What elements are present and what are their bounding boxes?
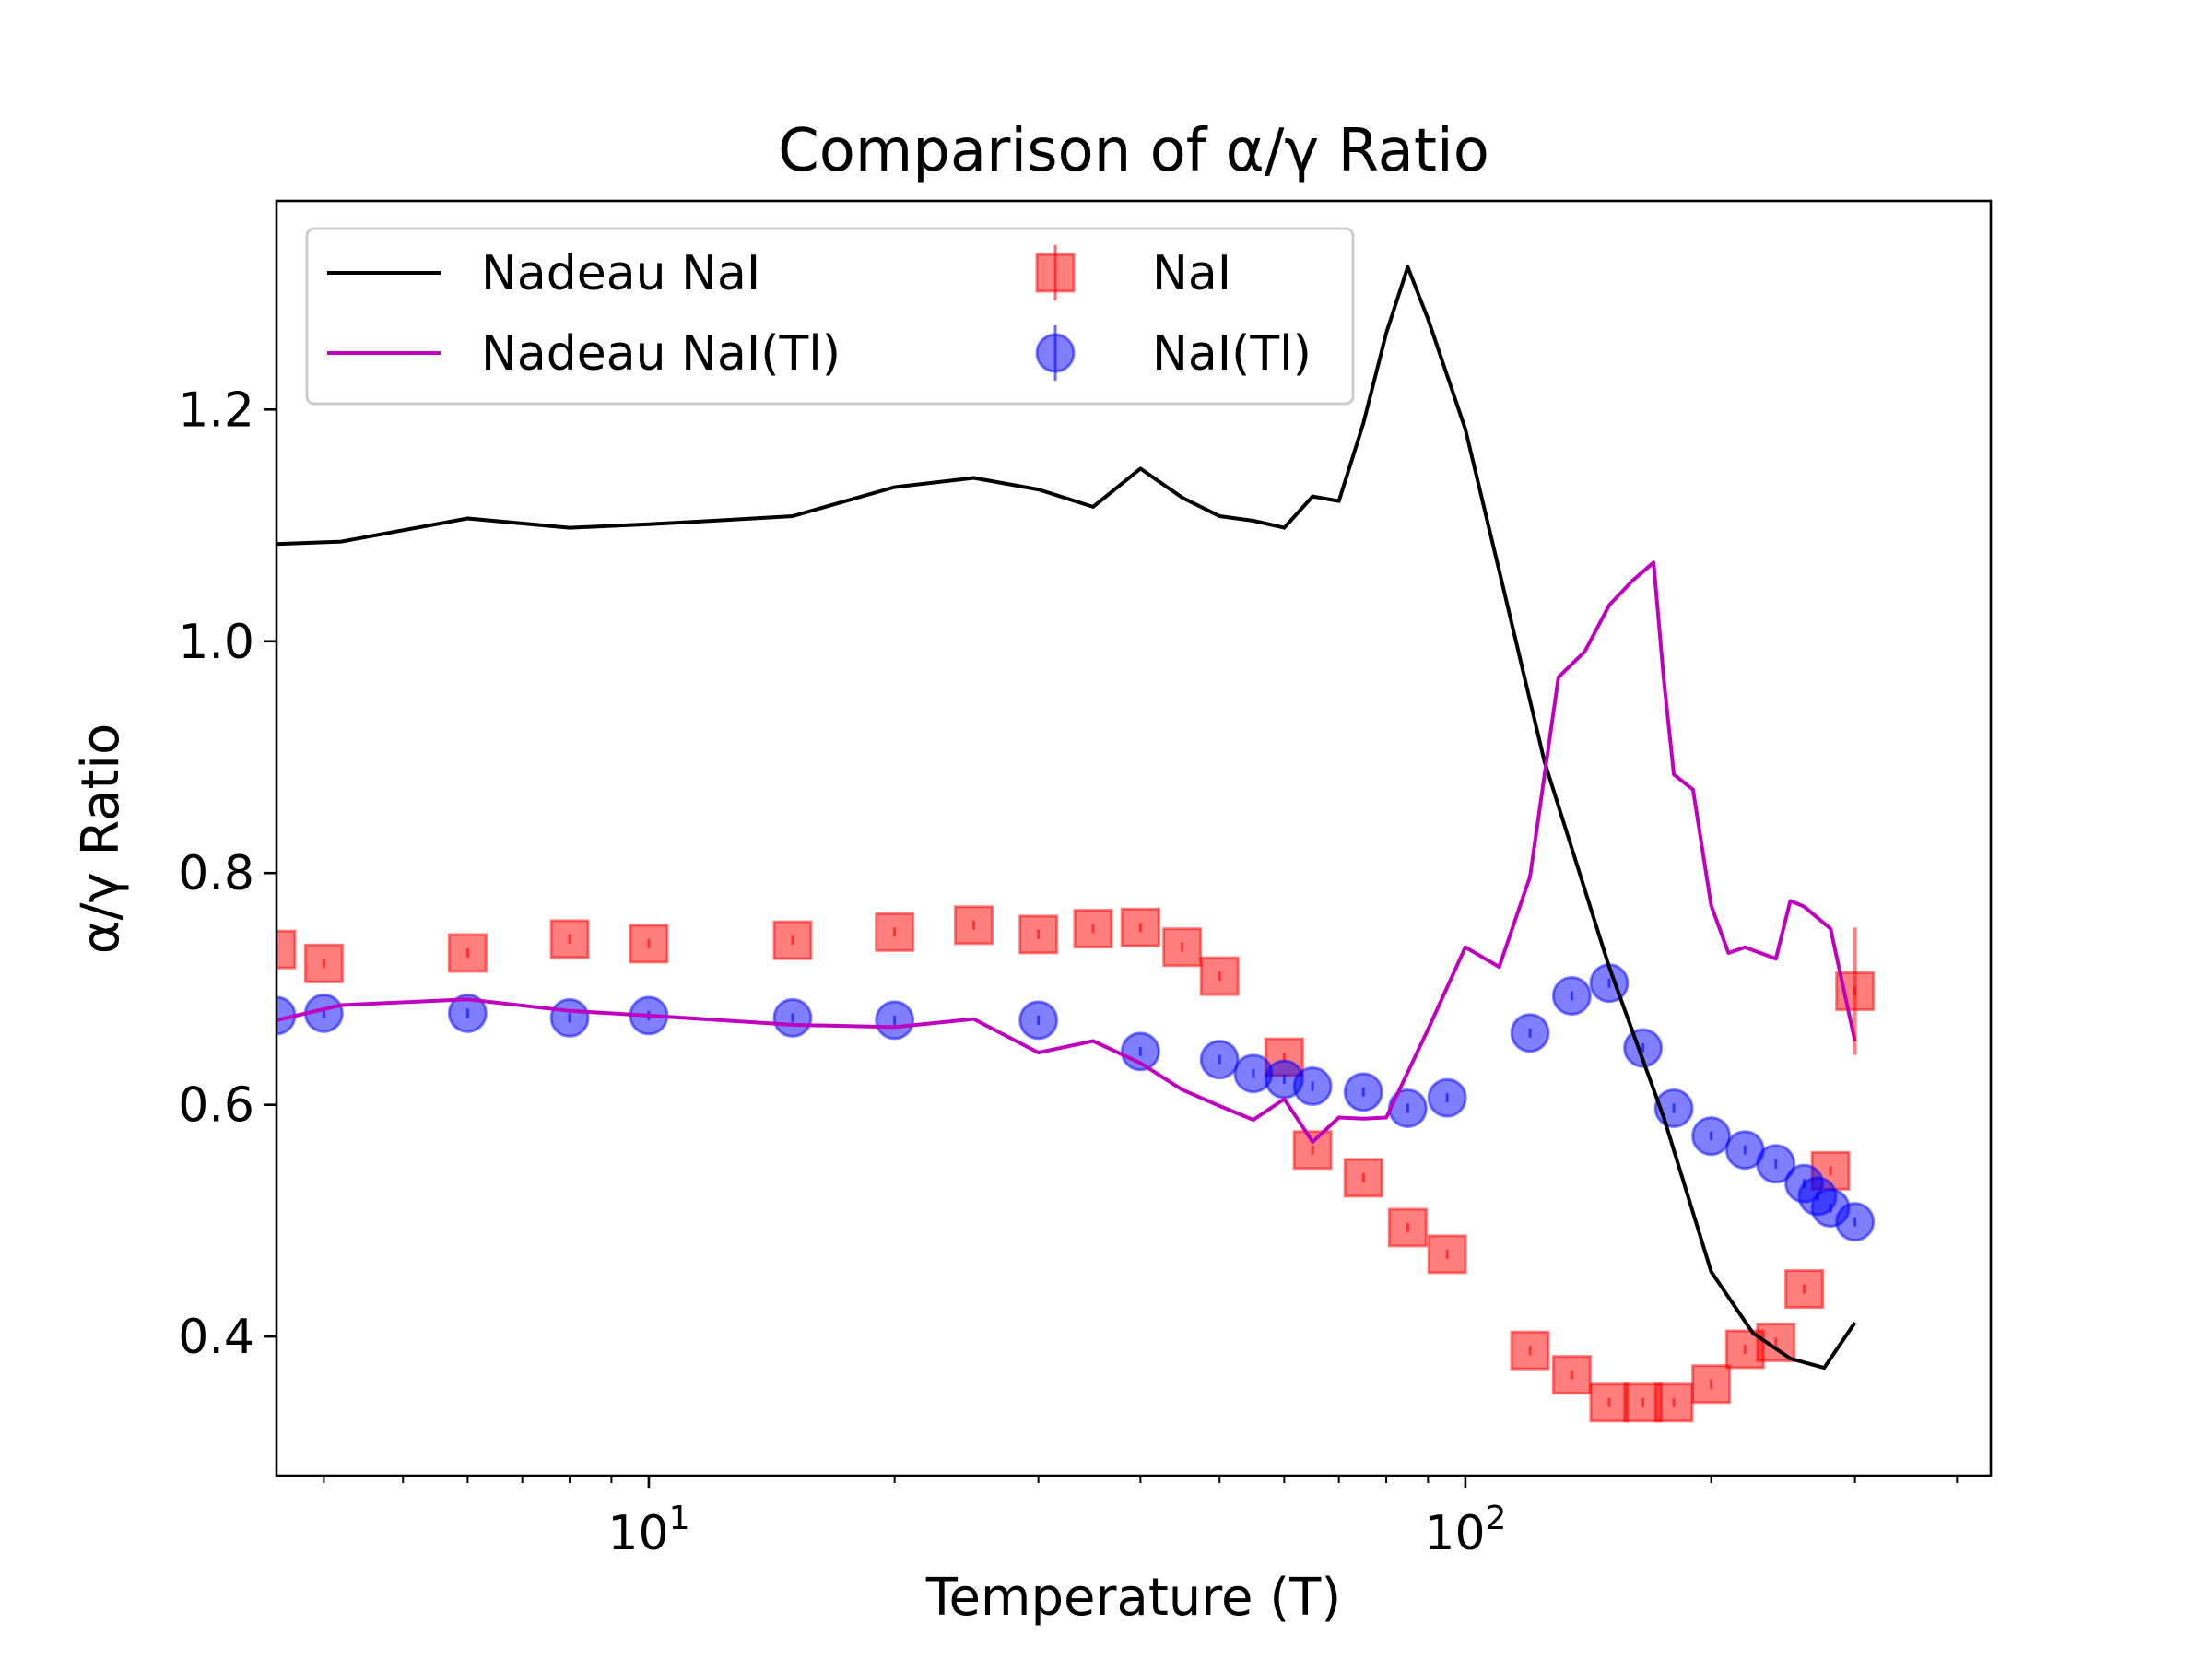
chart-title: Comparison of α/γ Ratio: [778, 117, 1489, 185]
legend-box: [305, 227, 1355, 406]
legend-item: NaI: [1035, 245, 1231, 301]
y-tick-label: 0.8: [178, 846, 254, 901]
data-point: [1551, 1355, 1592, 1395]
data-point: [1784, 1269, 1825, 1310]
series-nai: [276, 905, 1876, 1423]
plot-background: [276, 201, 1991, 1476]
legend-label: Nadeau NaI(Tl): [481, 326, 841, 382]
data-point: [629, 924, 669, 964]
legend-item: NaI(Tl): [1035, 325, 1312, 382]
y-tick-label: 0.6: [178, 1078, 254, 1134]
plot-frame: [275, 199, 1993, 1477]
x-axis-label: Temperature (T): [925, 1568, 1341, 1628]
legend-label: NaI: [1152, 246, 1231, 301]
y-tick-label: 1.2: [178, 382, 254, 438]
data-point: [1589, 1382, 1630, 1423]
x-tick-label: 102: [1424, 1500, 1506, 1561]
x-tick-label: 101: [607, 1500, 689, 1561]
y-axis-label: α/γ Ratio: [71, 724, 131, 955]
y-tick-label: 1.0: [178, 615, 254, 670]
data-point: [1292, 1130, 1333, 1171]
data-point: [772, 920, 813, 960]
legend-item: Nadeau NaI: [327, 246, 760, 301]
legend-label: NaI(Tl): [1152, 326, 1312, 382]
data-point: [276, 929, 297, 970]
legend: Nadeau NaI Nadeau NaI(Tl) NaI NaI(Tl): [305, 227, 1355, 406]
data-point: [549, 919, 590, 959]
series-nadeau-nai-tl-line: [276, 560, 1857, 1144]
y-tick-label: 0.4: [178, 1310, 254, 1365]
legend-item: Nadeau NaI(Tl): [327, 326, 841, 382]
y-axis: 0.4 0.6 0.8 1.0 1.2: [178, 382, 276, 1365]
series-layer: [276, 265, 1876, 1423]
data-point: [954, 905, 994, 946]
legend-label: Nadeau NaI: [481, 246, 760, 301]
series-nai-tl: [276, 963, 1876, 1242]
series-nadeau-nai-line: [276, 265, 1857, 1371]
x-axis: 101 102: [323, 1476, 1959, 1561]
data-point: [1510, 1330, 1550, 1371]
